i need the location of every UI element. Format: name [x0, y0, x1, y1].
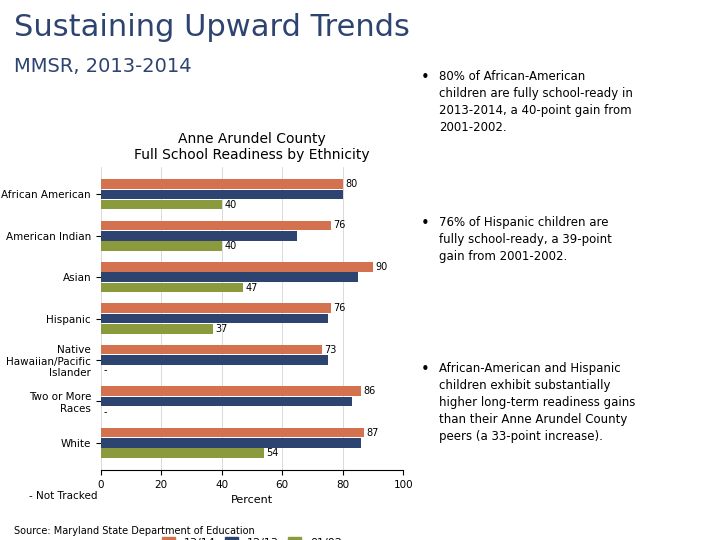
X-axis label: Percent: Percent	[231, 495, 273, 505]
Text: -: -	[103, 366, 107, 375]
Text: 76% of Hispanic children are
fully school-ready, a 39-point
gain from 2001-2002.: 76% of Hispanic children are fully schoo…	[439, 216, 612, 263]
Text: 40: 40	[224, 200, 236, 210]
Bar	[101, 303, 330, 313]
Text: 90: 90	[375, 262, 387, 272]
Text: 73: 73	[324, 345, 336, 355]
Legend: 13/14, 12/13, 01/02: 13/14, 12/13, 01/02	[158, 533, 346, 540]
Text: •: •	[421, 70, 430, 85]
Bar	[101, 221, 330, 230]
Title: Anne Arundel County
Full School Readiness by Ethnicity: Anne Arundel County Full School Readines…	[134, 132, 370, 162]
Bar	[101, 397, 352, 406]
Text: 40: 40	[224, 241, 236, 251]
Text: 37: 37	[215, 324, 228, 334]
Text: 47: 47	[246, 282, 258, 293]
Bar	[101, 448, 264, 458]
Text: 86: 86	[364, 386, 376, 396]
Bar	[101, 386, 361, 396]
Bar	[101, 179, 343, 189]
Text: 54: 54	[266, 448, 279, 458]
Text: -: -	[103, 407, 107, 417]
Bar	[101, 200, 222, 210]
Bar	[101, 241, 222, 251]
Text: African-American and Hispanic
children exhibit substantially
higher long-term re: African-American and Hispanic children e…	[439, 362, 636, 443]
Bar	[101, 355, 328, 365]
Bar	[101, 314, 328, 323]
Text: MMSR, 2013-2014: MMSR, 2013-2014	[14, 57, 192, 76]
Text: •: •	[421, 362, 430, 377]
Text: 80% of African-American
children are fully school-ready in
2013-2014, a 40-point: 80% of African-American children are ful…	[439, 70, 633, 134]
Text: - Not Tracked: - Not Tracked	[29, 491, 97, 502]
Bar	[101, 283, 243, 292]
Bar	[101, 438, 361, 448]
Bar	[101, 190, 343, 199]
Bar	[101, 262, 373, 272]
Text: Source: Maryland State Department of Education: Source: Maryland State Department of Edu…	[14, 526, 255, 537]
Bar	[101, 345, 322, 354]
Text: 76: 76	[333, 220, 346, 231]
Text: 80: 80	[345, 179, 357, 189]
Text: 76: 76	[333, 303, 346, 313]
Text: 87: 87	[366, 428, 379, 437]
Bar	[101, 272, 358, 282]
Text: •: •	[421, 216, 430, 231]
Bar	[101, 324, 212, 334]
Bar	[101, 231, 297, 240]
Text: Sustaining Upward Trends: Sustaining Upward Trends	[14, 14, 410, 43]
Bar	[101, 428, 364, 437]
